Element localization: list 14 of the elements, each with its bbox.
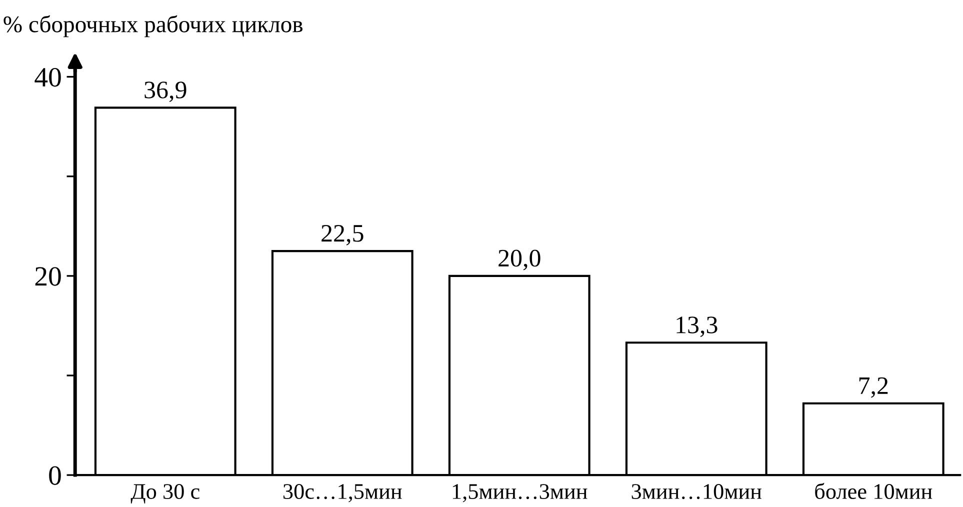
data-label: 7,2: [859, 377, 888, 398]
y-tick-label: 40: [34, 68, 61, 87]
y-tick-label: 0: [49, 466, 61, 485]
x-tick-label: более 10мин: [815, 482, 932, 500]
data-label: 22,5: [322, 224, 364, 246]
data-label: 13,3: [676, 316, 718, 337]
y-tick-label: 20: [35, 267, 61, 286]
x-tick-label: 1,5мин…3мин: [452, 484, 588, 502]
data-label: 20,0: [498, 250, 540, 270]
x-tick-label: 30с…1,5мин: [283, 484, 402, 502]
y-axis-title: % сборочных рабочих циклов: [4, 15, 302, 38]
x-tick-label: До 30 с: [130, 484, 200, 504]
x-tick-label: 3мин…10мин: [632, 484, 762, 500]
data-label: 36,9: [144, 82, 186, 102]
